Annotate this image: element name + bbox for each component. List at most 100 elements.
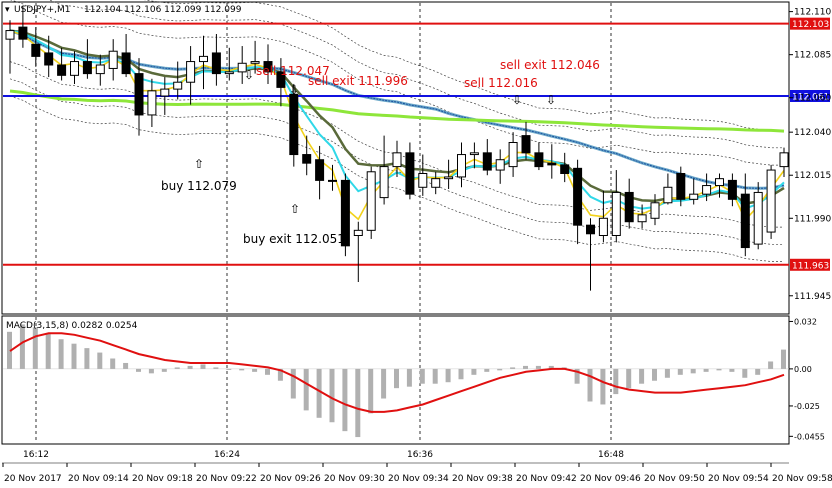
- candle-body-12: [160, 88, 170, 97]
- annotation-arrow-5: ⇧: [290, 202, 300, 216]
- annotation-label-2: sell 112.016: [464, 76, 538, 90]
- chart-header-arrow: ▾: [5, 5, 10, 15]
- candle-body-25: [328, 179, 337, 182]
- candle-body-34: [444, 176, 454, 180]
- macd-bar-27: [355, 368, 361, 438]
- macd-bar-7: [97, 352, 103, 369]
- annotation-label-4: buy 112.079: [161, 179, 237, 193]
- level-tag-0: [790, 17, 830, 30]
- macd-bar-40: [523, 365, 528, 369]
- macd-bar-54: [703, 368, 709, 372]
- time-label-11: 20 Nov 09:54: [708, 474, 769, 484]
- candle-body-41: [534, 152, 544, 168]
- macd-bar-60: [781, 349, 786, 369]
- band-1: [48, 0, 784, 149]
- macd-bar-8: [110, 358, 116, 369]
- candle-body-56: [727, 179, 737, 200]
- time-label-5: 20 Nov 09:30: [324, 474, 385, 484]
- candle-body-19: [250, 61, 260, 64]
- level-label-2: 111.963: [792, 261, 829, 271]
- time-label-6: 20 Nov 09:34: [388, 474, 449, 484]
- candle-body-59: [766, 169, 776, 233]
- candle-body-45: [586, 224, 595, 235]
- candle-body-18: [237, 62, 247, 73]
- macd-bar-10: [136, 368, 141, 372]
- candle-body-47: [611, 191, 621, 236]
- price-levels: 112.103 112.061 111.963: [3, 17, 830, 271]
- macd-bar-59: [768, 361, 774, 369]
- candle-body-29: [379, 166, 389, 199]
- level-tag-1: [790, 90, 830, 102]
- macd-bar-45: [587, 368, 593, 402]
- macd-bar-17: [226, 368, 232, 370]
- candle-body-55: [715, 178, 724, 187]
- macd-bar-29: [381, 368, 387, 399]
- candle-body-53: [689, 193, 699, 200]
- macd-bar-53: [690, 368, 696, 374]
- macd-panel-frame: [1, 315, 790, 445]
- candle-body-57: [740, 193, 750, 249]
- candle-body-40: [521, 135, 531, 154]
- macd-bar-2: [32, 327, 38, 369]
- annotation-arrow-2: ⇩: [512, 93, 522, 107]
- candle-body-43: [560, 164, 570, 174]
- candle-body-3: [44, 52, 54, 66]
- macd-signal-line: [9, 332, 785, 413]
- candle-body-8: [108, 50, 118, 69]
- annotation-label-1: sell exit 111.996: [308, 74, 408, 88]
- macd-bar-20: [265, 368, 270, 375]
- macd-tick-label-2: -0.025: [794, 402, 820, 411]
- candle-body-51: [663, 186, 673, 204]
- candle-body-46: [598, 217, 608, 236]
- macd-bar-38: [497, 368, 503, 371]
- macd-bar-34: [445, 368, 451, 383]
- macd-bar-22: [290, 368, 296, 399]
- annotation-label-5: buy exit 112.051: [243, 232, 345, 246]
- candle-body-42: [547, 162, 557, 166]
- macd-bar-58: [755, 368, 761, 375]
- macd-bar-19: [252, 368, 258, 372]
- candle-body-10: [134, 73, 144, 116]
- macd-bar-52: [677, 368, 683, 375]
- price-tick-label-6: 111.945: [794, 292, 831, 302]
- macd-bar-41: [535, 365, 541, 369]
- candle-body-38: [495, 159, 505, 171]
- candle-body-31: [405, 152, 415, 195]
- candle-body-4: [57, 64, 67, 76]
- candlesticks: [5, 6, 789, 291]
- macd-bar-30: [394, 368, 399, 389]
- candle-body-22: [289, 93, 299, 156]
- candle-body-32: [418, 173, 428, 188]
- macd-bar-47: [613, 368, 619, 395]
- time-label-1: 20 Nov 09:14: [68, 474, 129, 484]
- band-0: [143, 0, 784, 131]
- candle-body-13: [173, 81, 183, 90]
- macd-bar-55: [716, 368, 722, 371]
- time-label-9: 20 Nov 09:46: [580, 474, 641, 484]
- macd-bar-23: [303, 368, 309, 411]
- candle-body-17: [224, 71, 234, 75]
- time-label-12: 20 Nov 09:58: [772, 474, 832, 484]
- macd-bar-24: [316, 368, 322, 418]
- grid-time-label-3: 16:48: [598, 450, 624, 460]
- candle-body-33: [431, 178, 441, 188]
- grid-time-label-1: 16:24: [214, 450, 240, 460]
- time-label-3: 20 Nov 09:22: [196, 474, 257, 484]
- candle-body-49: [637, 214, 647, 223]
- candle-body-24: [315, 159, 325, 181]
- candle-body-14: [186, 61, 196, 83]
- candle-body-11: [147, 90, 157, 116]
- macd-bar-56: [729, 368, 735, 372]
- candle-body-50: [650, 202, 660, 219]
- macd-bar-49: [639, 368, 645, 384]
- macd-bar-46: [600, 368, 606, 405]
- candle-body-52: [676, 173, 686, 200]
- band-2: [10, 0, 784, 166]
- candle-body-54: [702, 185, 712, 195]
- candle-body-16: [211, 52, 221, 75]
- macd-bar-12: [161, 368, 167, 372]
- candle-body-20: [263, 61, 273, 73]
- chart-symbol: USDJPY+,M1: [14, 5, 71, 15]
- price-tick-label-2: 112.060: [794, 94, 831, 104]
